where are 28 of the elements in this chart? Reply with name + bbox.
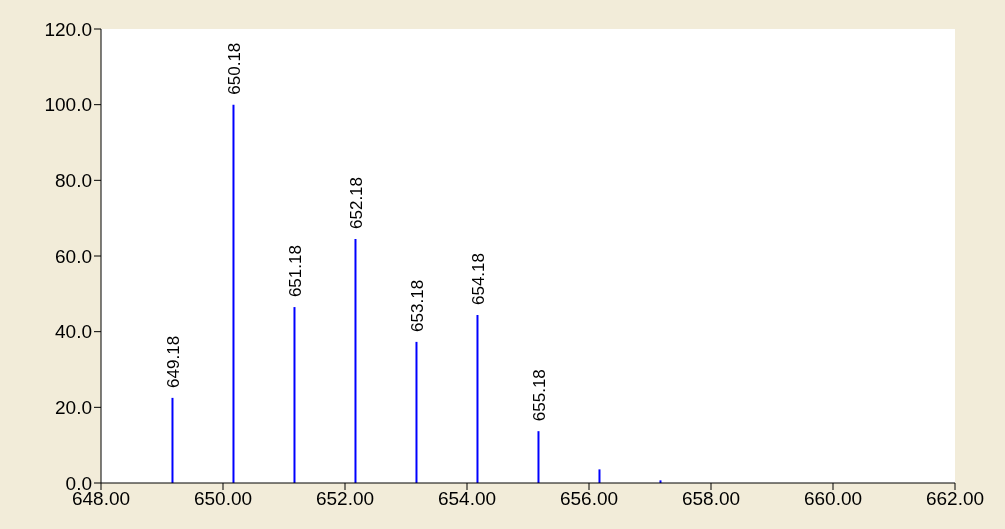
x-tick-label: 654.00 bbox=[437, 488, 497, 510]
y-tick-label: 20.0 bbox=[55, 397, 92, 419]
y-tick-label: 100.0 bbox=[44, 94, 92, 116]
x-tick-label: 652.00 bbox=[315, 488, 375, 510]
annotation: 652.18 bbox=[346, 176, 366, 229]
bar bbox=[354, 238, 357, 483]
x-tick-label: 656.00 bbox=[559, 488, 619, 510]
annotation: 654.18 bbox=[468, 253, 488, 306]
y-tick-label: 60.0 bbox=[55, 245, 92, 267]
x-tick-label: 660.00 bbox=[803, 488, 863, 510]
bar bbox=[232, 104, 235, 483]
bar bbox=[476, 315, 479, 483]
annotation: 649.18 bbox=[163, 335, 183, 388]
annotation: 650.18 bbox=[224, 42, 244, 95]
bar bbox=[293, 307, 296, 483]
y-tick-label: 120.0 bbox=[44, 18, 92, 40]
annotation: 653.18 bbox=[407, 279, 427, 332]
y-tick-label: 80.0 bbox=[55, 170, 92, 192]
x-tick-label: 662.00 bbox=[925, 488, 985, 510]
bar bbox=[537, 431, 540, 483]
annotation: 651.18 bbox=[285, 245, 305, 298]
x-tick-label: 650.00 bbox=[193, 488, 253, 510]
bar bbox=[415, 341, 418, 483]
x-tick-label: 658.00 bbox=[681, 488, 741, 510]
bar bbox=[598, 469, 601, 483]
y-tick-label: 40.0 bbox=[55, 321, 92, 343]
bar bbox=[171, 397, 174, 483]
annotation: 655.18 bbox=[529, 369, 549, 422]
